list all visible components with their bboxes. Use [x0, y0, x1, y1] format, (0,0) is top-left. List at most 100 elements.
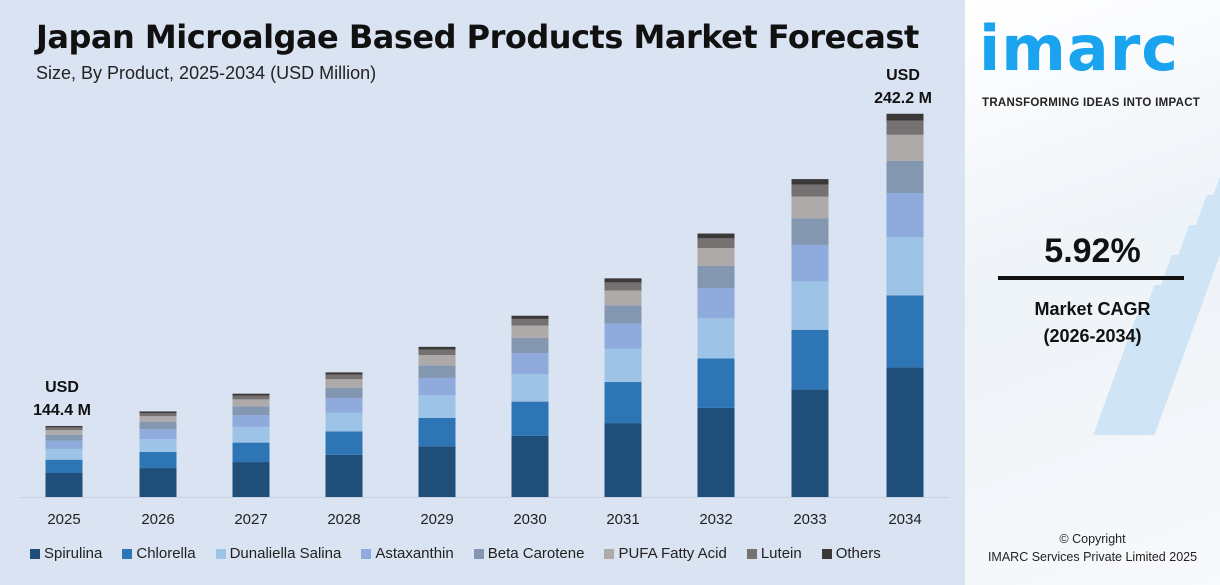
bar-segment-lutein-2027	[232, 395, 270, 400]
bar-segment-dunaliella-salina-2033	[791, 281, 829, 330]
x-tick-label: 2034	[888, 511, 921, 528]
legend-swatch	[821, 548, 832, 559]
cagr-label-text: Market CAGR	[1034, 299, 1151, 319]
legend-label: Dunaliella Salina	[229, 545, 342, 562]
legend-item: Beta Carotene	[473, 545, 585, 562]
bar-segment-beta-carotene-2028	[325, 387, 363, 399]
bar-segment-lutein-2028	[325, 374, 363, 380]
bar-segment-beta-carotene-2025	[45, 434, 83, 441]
bar-segment-lutein-2025	[45, 427, 83, 430]
legend-swatch	[122, 548, 133, 559]
legend-swatch	[604, 548, 615, 559]
legend-item: PUFA Fatty Acid	[604, 545, 727, 562]
legend-swatch	[30, 548, 40, 559]
bar-segment-astaxanthin-2032	[697, 288, 735, 319]
bar-segment-astaxanthin-2029	[418, 377, 456, 396]
bar-segment-chlorella-2031	[604, 382, 642, 424]
cagr-value: 5.92%	[1044, 232, 1141, 270]
bar-segment-chlorella-2032	[697, 358, 735, 408]
legend-label: Beta Carotene	[487, 545, 585, 562]
bar-segment-lutein-2034	[886, 120, 924, 135]
chart-panel: Japan Microalgae Based Products Market F…	[0, 0, 965, 585]
bar-segment-astaxanthin-2028	[325, 398, 363, 413]
legend-label: PUFA Fatty Acid	[618, 545, 727, 562]
bar-segment-spirulina-2030	[511, 435, 549, 497]
x-tick-label: 2025	[47, 511, 80, 528]
bar-segment-lutein-2032	[697, 238, 735, 249]
bar-segment-beta-carotene-2031	[604, 305, 642, 324]
total-annotation-value: 242.2 M	[874, 90, 932, 107]
legend: Spirulina Chlorella Dunaliella Salina Astax…	[30, 545, 881, 562]
bar-segment-beta-carotene-2030	[511, 337, 549, 354]
bar-segment-astaxanthin-2031	[604, 323, 642, 349]
chart-title: Japan Microalgae Based Products Market F…	[36, 18, 919, 56]
side-panel: imarc TRANSFORMING IDEAS INTO IMPACT 5.9…	[965, 0, 1220, 585]
cagr-label: Market CAGR (2026-2034)	[965, 296, 1220, 350]
bar-segment-chlorella-2034	[886, 295, 924, 368]
total-annotation-unit: USD	[886, 67, 920, 84]
bar-segment-others-2027	[232, 393, 270, 396]
bar-segment-pufa-fatty-acid-2030	[511, 325, 549, 338]
bar-segment-astaxanthin-2025	[45, 440, 83, 449]
bar-segment-chlorella-2028	[325, 431, 363, 455]
bar-segment-lutein-2030	[511, 318, 549, 326]
bar-segment-others-2032	[697, 233, 735, 239]
bar-segment-pufa-fatty-acid-2029	[418, 355, 456, 366]
bar-segment-others-2033	[791, 179, 829, 185]
bar-segment-spirulina-2026	[139, 468, 177, 497]
legend-label: Spirulina	[44, 545, 103, 562]
bar-segment-others-2034	[886, 113, 924, 121]
bar-segment-chlorella-2027	[232, 442, 270, 463]
bar-segment-spirulina-2034	[886, 367, 924, 497]
bar-segment-astaxanthin-2033	[791, 244, 829, 282]
x-tick-label: 2033	[793, 511, 826, 528]
x-tick-label: 2029	[420, 511, 453, 528]
copyright: © Copyright IMARC Services Private Limit…	[965, 530, 1220, 566]
bar-segment-others-2030	[511, 315, 549, 319]
bar-segment-dunaliella-salina-2032	[697, 318, 735, 359]
bar-segment-spirulina-2031	[604, 423, 642, 497]
bar-segment-pufa-fatty-acid-2033	[791, 196, 829, 219]
bar-segment-chlorella-2033	[791, 329, 829, 390]
copyright-line2: IMARC Services Private Limited 2025	[987, 550, 1198, 564]
bar-segment-dunaliella-salina-2034	[886, 237, 924, 296]
bar-segment-dunaliella-salina-2029	[418, 395, 456, 418]
legend-swatch	[473, 548, 484, 559]
copyright-line1: © Copyright	[1059, 532, 1126, 546]
legend-item: Astaxanthin	[361, 545, 454, 562]
cagr-divider	[998, 276, 1184, 280]
bar-segment-pufa-fatty-acid-2032	[697, 248, 735, 266]
bar-segment-beta-carotene-2034	[886, 160, 924, 194]
total-annotation-unit: USD	[45, 379, 79, 396]
bar-segment-beta-carotene-2029	[418, 365, 456, 378]
chart-subtitle: Size, By Product, 2025-2034 (USD Million…	[36, 63, 377, 83]
bar-segment-beta-carotene-2032	[697, 265, 735, 289]
legend-label: Lutein	[760, 545, 802, 562]
bar-segment-pufa-fatty-acid-2028	[325, 379, 363, 388]
bar-segment-dunaliella-salina-2026	[139, 439, 177, 453]
bar-segment-others-2029	[418, 346, 456, 350]
bar-segment-pufa-fatty-acid-2026	[139, 416, 177, 423]
legend-item: Dunaliella Salina	[215, 545, 342, 562]
legend-item: Spirulina	[30, 545, 102, 562]
imarc-logo: imarc	[979, 12, 1180, 85]
bar-segment-pufa-fatty-acid-2025	[45, 429, 83, 435]
bar-segment-dunaliella-salina-2028	[325, 412, 363, 432]
legend-swatch	[215, 548, 226, 559]
x-tick-label: 2027	[234, 511, 267, 528]
bar-segment-lutein-2029	[418, 349, 456, 356]
bar-segment-pufa-fatty-acid-2031	[604, 290, 642, 306]
bar-segment-beta-carotene-2026	[139, 422, 177, 430]
bar-segment-chlorella-2029	[418, 417, 456, 447]
bar-segment-astaxanthin-2026	[139, 429, 177, 440]
legend-label: Others	[835, 545, 881, 562]
legend-item: Others	[821, 545, 881, 562]
bar-segment-others-2031	[604, 278, 642, 283]
legend-item: Chlorella	[122, 545, 196, 562]
bar-segment-dunaliella-salina-2025	[45, 448, 83, 460]
bar-segment-dunaliella-salina-2031	[604, 348, 642, 383]
bar-segment-chlorella-2026	[139, 452, 177, 469]
bar-segment-lutein-2031	[604, 282, 642, 291]
legend-swatch	[746, 548, 757, 559]
total-annotation-value: 144.4 M	[33, 402, 91, 419]
